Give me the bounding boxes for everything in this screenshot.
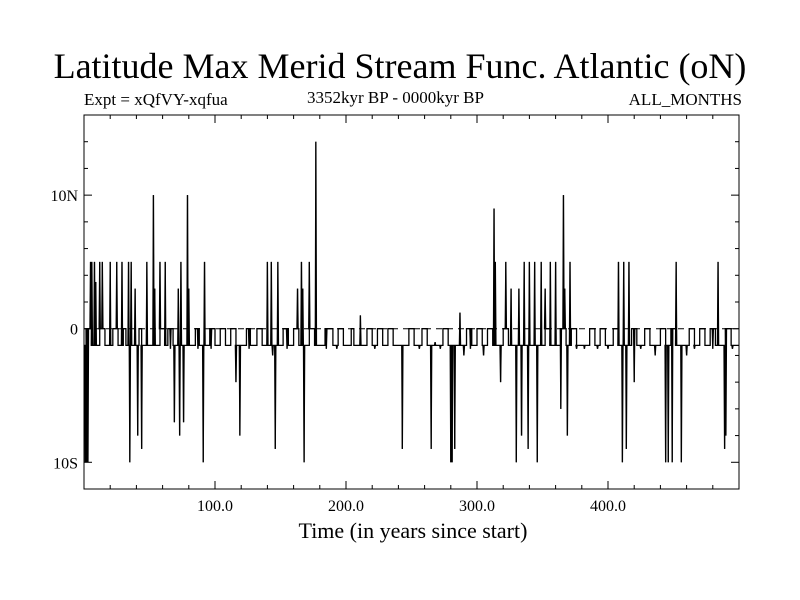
series-layer bbox=[84, 141, 739, 463]
plot-frame bbox=[83, 114, 740, 490]
months-label: ALL_MONTHS bbox=[628, 90, 742, 109]
x-tick-label: 100.0 bbox=[197, 498, 233, 515]
chart-title: Latitude Max Merid Stream Func. Atlantic… bbox=[53, 46, 747, 86]
y-tick-label: 10N bbox=[50, 188, 78, 205]
x-tick-label: 400.0 bbox=[590, 498, 626, 515]
x-tick-label: 300.0 bbox=[459, 498, 495, 515]
period-label: 3352kyr BP - 0000kyr BP bbox=[307, 88, 484, 107]
series-line bbox=[84, 141, 739, 463]
y-tick-label: 10S bbox=[53, 455, 78, 472]
x-axis-label: Time (in years since start) bbox=[298, 518, 528, 543]
y-tick-label: 0 bbox=[70, 322, 78, 339]
axis-ticks: 100.0 200.0 300.0 400.0 10N 0 10S bbox=[50, 114, 739, 515]
x-tick-label: 200.0 bbox=[328, 498, 364, 515]
experiment-label: Expt = xQfVY-xqfua bbox=[84, 90, 228, 109]
